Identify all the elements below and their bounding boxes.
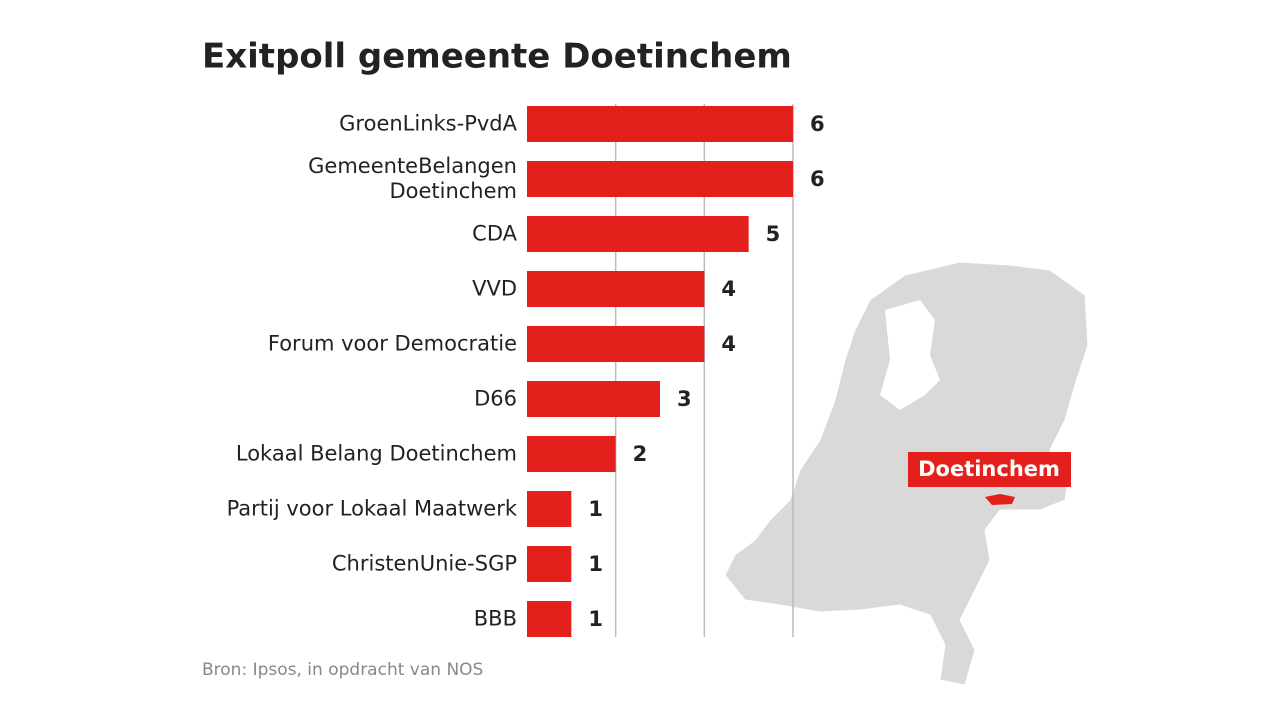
value-label: 2 [633,442,648,466]
bar [527,546,572,582]
category-label: GroenLinks-PvdA [339,111,517,136]
category-label: BBB [473,606,517,631]
map: Doetinchem [724,261,1089,686]
category-label: VVD [472,276,517,301]
value-label: 4 [721,332,736,356]
category-label: GemeenteBelangen Doetinchem [308,154,517,203]
bar [527,601,572,637]
bar [527,381,660,417]
bar [527,436,616,472]
chart-title: Exitpoll gemeente Doetinchem [202,37,792,77]
bar [527,161,793,197]
value-label: 1 [588,552,603,576]
map-label: Doetinchem [918,457,1060,481]
bar [527,326,705,362]
value-label: 1 [588,497,603,521]
map-label-box [908,452,1071,487]
bar [527,491,572,527]
value-label: 5 [766,222,781,246]
value-label: 3 [677,387,692,411]
bar [527,106,793,142]
value-label: 6 [810,112,825,136]
category-label: CDA [472,221,517,246]
map-shape [724,261,1089,686]
category-label: D66 [474,386,517,411]
value-label: 4 [721,277,736,301]
water [880,300,940,410]
category-label: Lokaal Belang Doetinchem [235,441,517,466]
bar [527,271,705,307]
bar [527,216,749,252]
category-label: Partij voor Lokaal Maatwerk [226,496,517,521]
highlight-region [985,494,1015,505]
source: Bron: Ipsos, in opdracht van NOS [202,660,483,680]
category-label: Forum voor Democratie [267,331,517,356]
value-label: 6 [810,167,825,191]
value-label: 1 [588,607,603,631]
category-label: ChristenUnie-SGP [331,551,517,576]
